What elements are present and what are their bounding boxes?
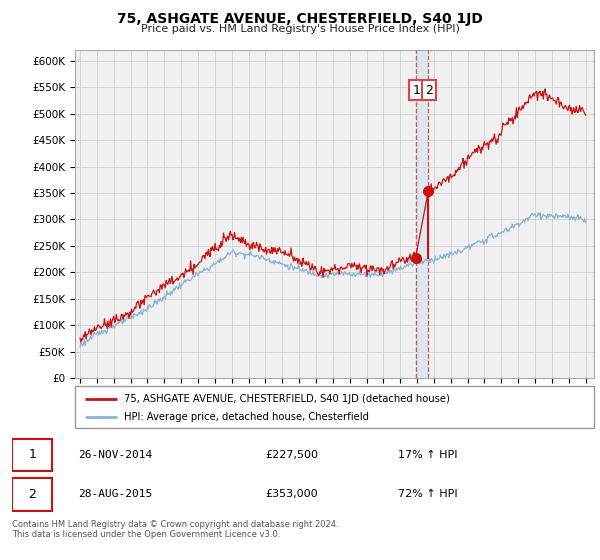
- Text: 75, ASHGATE AVENUE, CHESTERFIELD, S40 1JD (detached house): 75, ASHGATE AVENUE, CHESTERFIELD, S40 1J…: [124, 394, 450, 404]
- Text: 72% ↑ HPI: 72% ↑ HPI: [398, 489, 458, 499]
- Text: 2: 2: [28, 488, 36, 501]
- Text: 17% ↑ HPI: 17% ↑ HPI: [398, 450, 457, 460]
- Text: HPI: Average price, detached house, Chesterfield: HPI: Average price, detached house, Ches…: [124, 413, 370, 422]
- Text: 28-AUG-2015: 28-AUG-2015: [78, 489, 152, 499]
- FancyBboxPatch shape: [12, 438, 52, 472]
- FancyBboxPatch shape: [75, 386, 594, 428]
- Bar: [416, 50, 428, 378]
- Text: Price paid vs. HM Land Registry's House Price Index (HPI): Price paid vs. HM Land Registry's House …: [140, 24, 460, 34]
- Text: £227,500: £227,500: [265, 450, 319, 460]
- Text: £353,000: £353,000: [265, 489, 318, 499]
- Text: 2: 2: [425, 83, 433, 96]
- FancyBboxPatch shape: [12, 478, 52, 511]
- Text: Contains HM Land Registry data © Crown copyright and database right 2024.
This d: Contains HM Land Registry data © Crown c…: [12, 520, 338, 539]
- Text: 26-NOV-2014: 26-NOV-2014: [78, 450, 152, 460]
- Text: 75, ASHGATE AVENUE, CHESTERFIELD, S40 1JD: 75, ASHGATE AVENUE, CHESTERFIELD, S40 1J…: [117, 12, 483, 26]
- Text: 1: 1: [412, 83, 421, 96]
- Text: 1: 1: [28, 449, 36, 461]
